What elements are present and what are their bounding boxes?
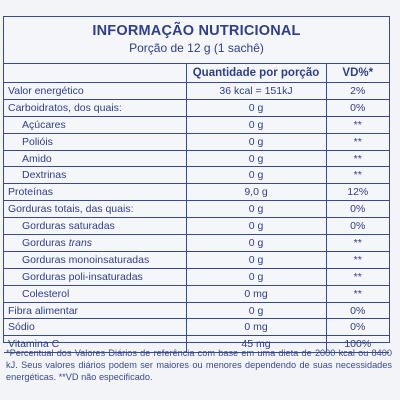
nutrition-header: INFORMAÇÃO NUTRICIONAL Porção de 12 g (1… <box>4 17 389 64</box>
nutrient-name: Amido <box>4 149 187 168</box>
nutrient-value: 0 g <box>185 234 327 252</box>
table-row: Açúcares 0 g ** <box>4 115 389 134</box>
nutrient-value: 0 g <box>185 166 327 185</box>
table-row: Valor energético 36 kcal = 151kJ 2% <box>4 82 389 100</box>
nutrient-vd: 12% <box>325 183 389 202</box>
nutrient-name: Polióis <box>4 132 187 151</box>
table-row: Polióis 0 g ** <box>4 132 389 151</box>
nutrient-vd: ** <box>325 250 389 269</box>
nutrient-vd: ** <box>325 149 389 168</box>
table-header-row: Quantidade por porção VD%* <box>4 64 389 83</box>
nutrient-value: 0 g <box>185 267 327 286</box>
nutrient-vd: ** <box>325 267 389 286</box>
nutrient-value: 0 mg <box>185 284 327 303</box>
nutrient-value: 0 g <box>185 301 327 320</box>
table-row: Gorduras monoinsaturadas 0 g ** <box>4 250 389 269</box>
nutrient-value: 0 g <box>185 98 327 117</box>
nutrient-name: Açúcares <box>4 115 187 134</box>
nutrient-value: 36 kcal = 151kJ <box>185 82 327 100</box>
nutrient-name-italic: trans <box>68 236 93 249</box>
nutrient-vd: 0% <box>325 98 389 117</box>
nutrient-name: Gorduras totais, das quais: <box>4 200 187 219</box>
table-row: Gorduras totais, das quais: 0 g 0% <box>4 200 389 219</box>
table-row: Sódio 0 mg 0% <box>4 318 389 337</box>
header-quantity: Quantidade por porção <box>185 64 327 83</box>
nutrient-vd: ** <box>325 234 389 252</box>
nutrient-value: 0 g <box>185 250 327 269</box>
nutrient-value: 45 mg <box>185 335 327 354</box>
nutrient-name: Sódio <box>4 318 187 337</box>
nutrient-value: 0 g <box>185 115 327 134</box>
table-row: Dextrinas 0 g ** <box>4 166 389 185</box>
nutrient-name: Dextrinas <box>4 166 187 185</box>
footnote-text: *Percentual dos Valores Diários de refer… <box>6 348 392 382</box>
table-row: Gorduras saturadas 0 g 0% <box>4 217 389 236</box>
nutrient-name: Colesterol <box>4 284 187 303</box>
nutrient-vd: 0% <box>325 318 389 337</box>
table-row: Amido 0 g ** <box>4 149 389 168</box>
nutrient-name: Gorduras saturadas <box>4 217 187 236</box>
header-nutrient-cell <box>4 64 187 83</box>
nutrition-table: Quantidade por porção VD%* Valor energét… <box>4 64 389 354</box>
nutrient-name: Gorduras trans <box>4 234 187 252</box>
nutrient-name: Proteínas <box>4 183 187 202</box>
nutrient-vd: ** <box>325 166 389 185</box>
table-row: Fibra alimentar 0 g 0% <box>4 301 389 320</box>
nutrient-name-prefix: Gorduras <box>22 236 69 249</box>
nutrient-vd: ** <box>325 284 389 303</box>
table-row: Gorduras trans 0 g ** <box>4 234 389 252</box>
serving-size: Porção de 12 g (1 sachê) <box>129 41 264 55</box>
nutrient-vd: 2% <box>325 82 389 100</box>
nutrient-name: Vitamina C <box>4 335 187 354</box>
nutrient-name: Gorduras monoinsaturadas <box>4 250 187 269</box>
nutrient-vd: 0% <box>325 301 389 320</box>
table-row: Proteínas 9,0 g 12% <box>4 183 389 202</box>
nutrient-vd: 100% <box>325 335 389 354</box>
nutrient-value: 9,0 g <box>185 183 327 202</box>
table-row: Gorduras poli-insaturadas 0 g ** <box>4 267 389 286</box>
nutrition-title: INFORMAÇÃO NUTRICIONAL <box>92 23 301 39</box>
nutrient-value: 0 g <box>185 132 327 151</box>
nutrient-vd: 0% <box>325 200 389 219</box>
nutrient-vd: 0% <box>325 217 389 236</box>
nutrient-name: Valor energético <box>4 82 187 100</box>
header-vd: VD%* <box>325 64 389 83</box>
nutrient-value: 0 g <box>185 217 327 236</box>
table-row: Carboidratos, dos quais: 0 g 0% <box>4 98 389 117</box>
nutrient-value: 0 g <box>185 200 327 219</box>
nutrient-value: 0 g <box>185 149 327 168</box>
table-row: Colesterol 0 mg ** <box>4 284 389 303</box>
nutrient-name: Carboidratos, dos quais: <box>4 98 187 117</box>
nutrient-vd: ** <box>325 115 389 134</box>
nutrient-name: Gorduras poli-insaturadas <box>4 267 187 286</box>
nutrient-value: 0 mg <box>185 318 327 337</box>
nutrient-vd: ** <box>325 132 389 151</box>
nutrient-name: Fibra alimentar <box>4 301 187 320</box>
nutrition-facts-panel: INFORMAÇÃO NUTRICIONAL Porção de 12 g (1… <box>3 16 390 354</box>
table-row: Vitamina C 45 mg 100% <box>4 335 389 354</box>
